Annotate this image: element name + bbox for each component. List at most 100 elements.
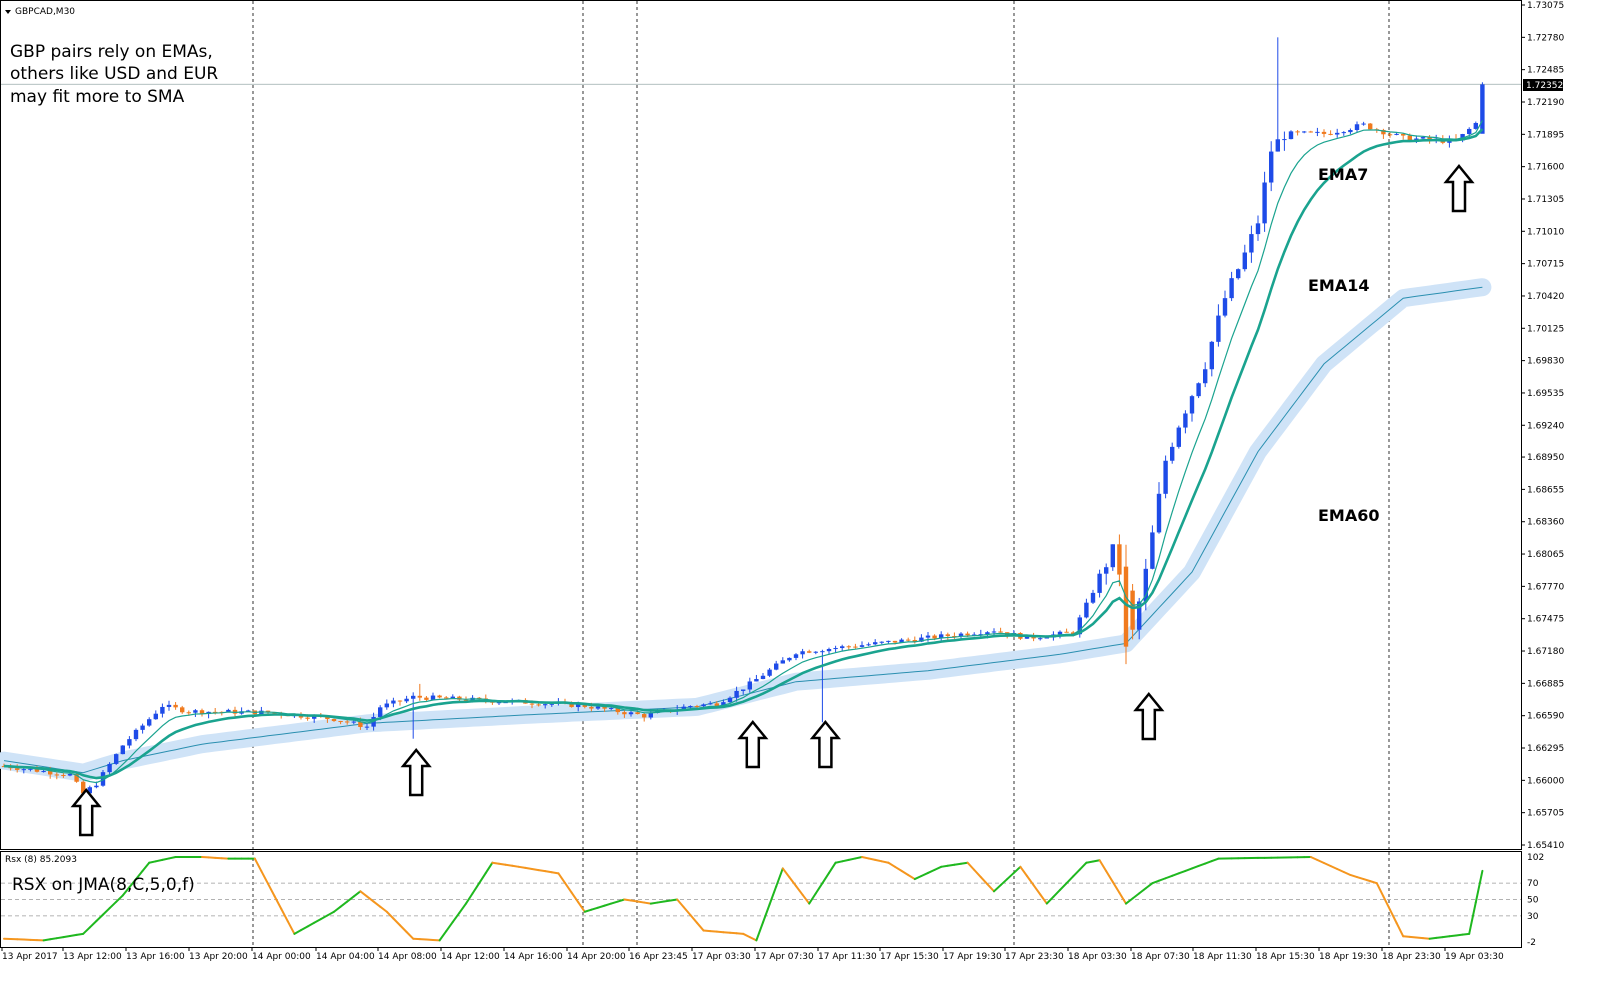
candle-body xyxy=(800,651,805,655)
time-tick-label: 14 Apr 00:00 xyxy=(252,952,311,962)
candle-body xyxy=(186,712,191,714)
rsx-segment xyxy=(1006,871,1015,881)
rsx-segment xyxy=(1435,936,1444,939)
rsx-segment xyxy=(484,861,494,874)
candle-body xyxy=(760,675,766,680)
candle-body xyxy=(312,715,317,719)
candle-body xyxy=(754,679,759,682)
dropdown-triangle-icon[interactable] xyxy=(5,10,11,14)
time-tick-label: 14 Apr 12:00 xyxy=(441,952,500,962)
candle-body xyxy=(1407,135,1412,141)
candle-body xyxy=(622,712,627,715)
rsx-segment xyxy=(1111,880,1121,894)
time-tick-label: 18 Apr 07:30 xyxy=(1131,952,1190,962)
rsx-segment xyxy=(260,870,269,885)
up-arrow-icon xyxy=(70,788,102,837)
rsx-segment xyxy=(973,868,982,879)
candle-body xyxy=(978,634,983,636)
rsx-segment xyxy=(1309,856,1319,861)
time-tick-label: 18 Apr 03:30 xyxy=(1068,952,1127,962)
rsx-segment xyxy=(933,865,943,871)
candle-body xyxy=(965,633,970,636)
rsx-segment xyxy=(399,924,408,933)
candle-body xyxy=(721,702,726,707)
note-line-3: may fit more to SMA xyxy=(10,87,185,107)
candle-body xyxy=(985,632,990,635)
rsx-segment xyxy=(359,890,368,898)
candle-body xyxy=(635,712,640,715)
rsx-segment xyxy=(570,891,580,904)
candle-body xyxy=(1130,590,1135,630)
candle-body xyxy=(840,646,845,649)
rsx-segment xyxy=(379,905,388,913)
rsx-segment xyxy=(1349,873,1358,879)
rsx-segment xyxy=(880,860,890,864)
rsx-segment xyxy=(999,878,1009,887)
rsx-segment xyxy=(346,895,355,903)
rsx-segment xyxy=(115,894,124,903)
candle-body xyxy=(767,669,772,676)
ema7-label: EMA7 xyxy=(1318,165,1368,184)
price-tick-label: 1.71895 xyxy=(1527,130,1564,140)
candle-body xyxy=(866,644,871,646)
rsx-segment xyxy=(1026,875,1035,887)
candle-body xyxy=(351,721,356,723)
rsx-segment xyxy=(1171,872,1180,877)
rsx-segment xyxy=(1316,858,1325,864)
rsx-segment xyxy=(1329,864,1339,870)
candle-body xyxy=(807,651,812,653)
price-tick-label: 1.67770 xyxy=(1527,582,1564,592)
rsx-axis-label: 70 xyxy=(1527,879,1539,889)
candle-body xyxy=(727,697,733,703)
time-tick-label: 17 Apr 07:30 xyxy=(755,952,814,962)
grid-lines xyxy=(1,1,1521,947)
main-panel-frame xyxy=(0,0,1522,850)
rsx-segment xyxy=(867,857,877,861)
candle-body xyxy=(919,637,924,642)
candle-body xyxy=(246,710,251,712)
candle-body xyxy=(364,726,370,728)
candle-body xyxy=(1163,460,1168,494)
candle-body xyxy=(1057,631,1063,635)
rsx-axis-label: 102 xyxy=(1527,853,1544,863)
ema60-label: EMA60 xyxy=(1318,506,1380,525)
candle-body xyxy=(793,654,799,658)
rsx-segment xyxy=(1395,921,1405,938)
rsx-segment xyxy=(135,869,144,881)
candle-body xyxy=(41,771,46,773)
rsx-segment xyxy=(511,864,520,868)
ema60-band xyxy=(0,278,1492,782)
rsx-segment xyxy=(590,906,599,911)
rsx-segment xyxy=(1144,882,1154,890)
time-tick-label: 18 Apr 19:30 xyxy=(1319,952,1378,962)
rsx-segment xyxy=(894,865,903,872)
price-tick-label: 1.72485 xyxy=(1527,66,1564,76)
candle-body xyxy=(114,754,119,764)
rsx-segment xyxy=(333,905,342,913)
candle-body xyxy=(81,781,86,794)
candle-body xyxy=(1354,124,1360,131)
rsx-segment xyxy=(1098,859,1108,873)
rsx-segment xyxy=(168,856,177,860)
rsx-segment xyxy=(1191,864,1200,870)
candle-body xyxy=(582,704,587,707)
candle-body xyxy=(879,641,884,643)
candle-body xyxy=(1110,544,1115,568)
rsx-segment xyxy=(768,885,778,906)
rsx-segment xyxy=(702,929,712,933)
rsx-segment xyxy=(663,899,672,903)
rsx-segment xyxy=(306,921,316,928)
rsx-segment xyxy=(1474,869,1484,904)
candle-body xyxy=(833,648,838,650)
candle-body xyxy=(1104,567,1109,574)
candle-body xyxy=(345,721,350,723)
rsx-segment xyxy=(1138,887,1147,895)
price-tick-label: 1.73075 xyxy=(1527,1,1564,11)
candle-body xyxy=(358,721,363,727)
rsx-segment xyxy=(557,872,566,884)
candle-body xyxy=(1368,123,1373,130)
rsx-segment xyxy=(1369,880,1378,885)
rsx-segment xyxy=(1012,865,1022,874)
rsx-segment xyxy=(392,917,401,927)
